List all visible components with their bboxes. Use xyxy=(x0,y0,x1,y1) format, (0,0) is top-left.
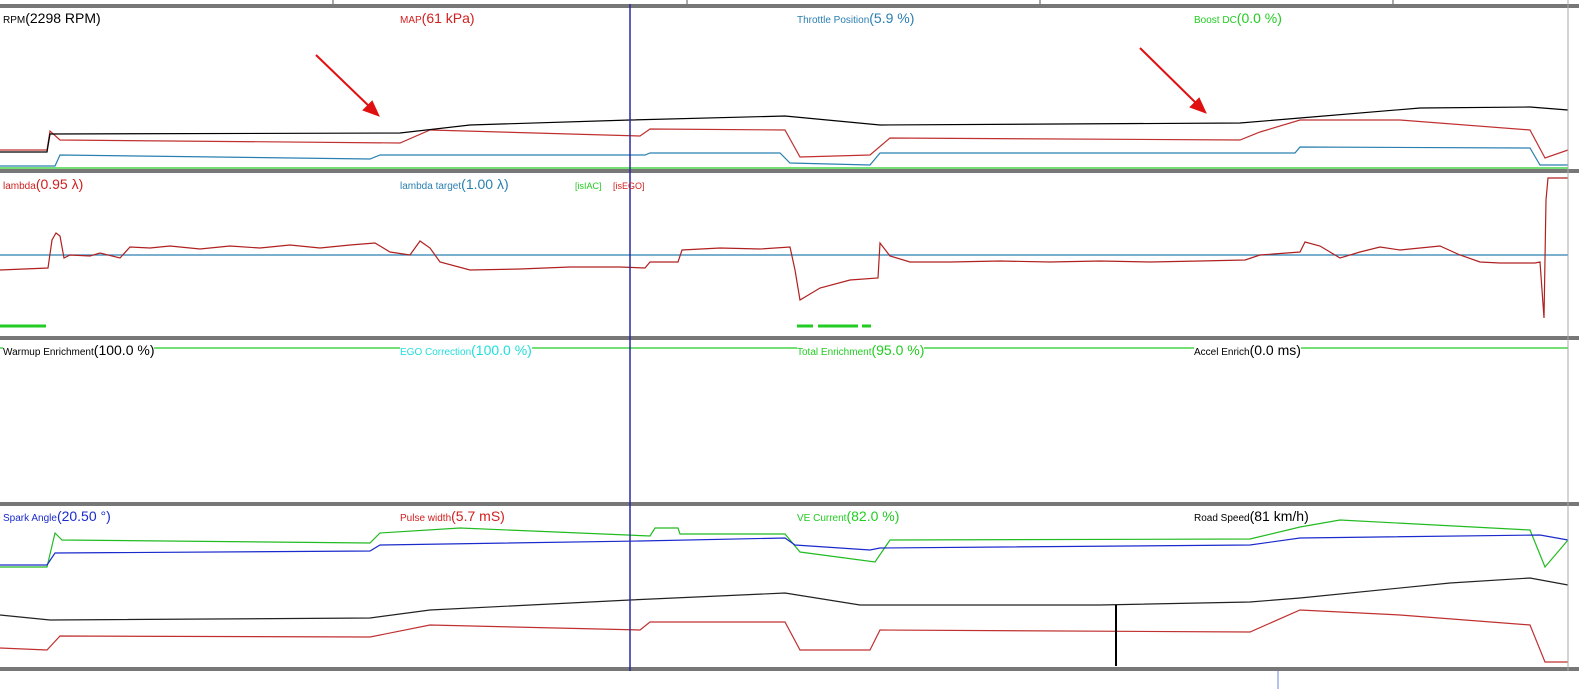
channel-value: (0.95 λ) xyxy=(35,176,84,192)
channel-name: MAP xyxy=(400,15,422,26)
channel-value: (95.0 %) xyxy=(871,342,925,358)
channel-name: EGO Correction xyxy=(400,347,472,358)
channel-label: Boost DC(0.0 %) xyxy=(1194,10,1282,28)
channel-name: lambda target xyxy=(400,181,462,192)
channel-label: EGO Correction(100.0 %) xyxy=(400,342,532,360)
channel-value: (2298 RPM) xyxy=(25,10,101,26)
channel-label: lambda target(1.00 λ) xyxy=(400,176,509,194)
channel-name: Spark Angle xyxy=(3,513,57,524)
channel-name: Accel Enrich xyxy=(1194,347,1250,358)
channel-name: RPM xyxy=(3,15,26,26)
channel-value: (1.00 λ) xyxy=(461,176,509,192)
channel-name: Total Enrichment xyxy=(797,347,872,358)
channel-name: Road Speed xyxy=(1194,513,1250,524)
channel-value: (0.0 ms) xyxy=(1249,342,1301,358)
channel-value: (100.0 %) xyxy=(93,342,155,358)
channel-label: lambda(0.95 λ) xyxy=(3,176,83,194)
channel-value: (81 km/h) xyxy=(1249,508,1309,524)
channel-label: Road Speed(81 km/h) xyxy=(1194,508,1309,526)
channel-label: Throttle Position(5.9 %) xyxy=(797,10,914,28)
channel-value: (5.7 mS) xyxy=(451,508,505,524)
channel-value: (82.0 %) xyxy=(846,508,900,524)
channel-label: MAP(61 kPa) xyxy=(400,10,475,28)
channel-name: Pulse width xyxy=(400,513,452,524)
channel-name: Boost DC xyxy=(1194,15,1237,26)
channel-value: (100.0 %) xyxy=(471,342,532,358)
channel-label: Total Enrichment(95.0 %) xyxy=(797,342,925,360)
channel-name: lambda xyxy=(3,181,36,192)
channel-label: Accel Enrich(0.0 ms) xyxy=(1194,342,1301,360)
channel-value: (5.9 %) xyxy=(869,10,915,26)
channel-name: Warmup Enrichment xyxy=(3,347,94,358)
channel-name: VE Current xyxy=(797,513,847,524)
channel-label: Pulse width(5.7 mS) xyxy=(400,508,505,526)
channel-value: (0.0 %) xyxy=(1236,10,1282,26)
channel-label: Warmup Enrichment(100.0 %) xyxy=(3,342,155,360)
channel-label: Spark Angle(20.50 °) xyxy=(3,508,111,526)
channel-value: (20.50 °) xyxy=(56,508,111,524)
channel-label: VE Current(82.0 %) xyxy=(797,508,899,526)
flag-label: [isEGO] xyxy=(613,181,645,191)
channel-name: Throttle Position xyxy=(797,15,870,26)
channel-label: RPM(2298 RPM) xyxy=(3,10,101,28)
channel-value: (61 kPa) xyxy=(421,10,475,26)
flag-label: [isIAC] xyxy=(575,181,602,191)
